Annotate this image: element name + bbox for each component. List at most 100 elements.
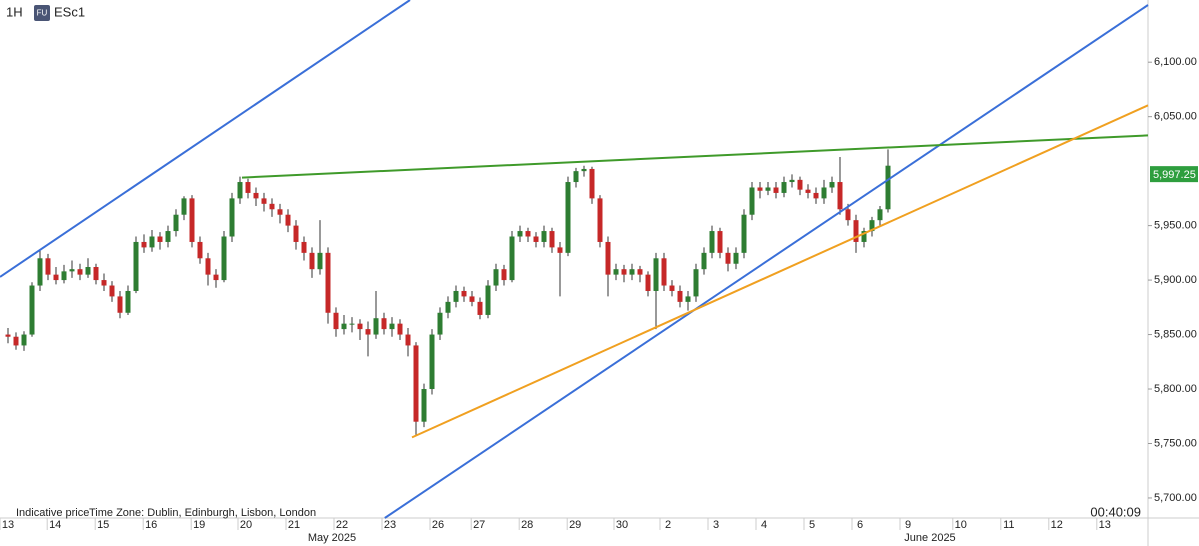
x-tick-label: 30 [616,519,628,531]
candle-body [373,318,379,335]
candle-body [493,269,499,286]
candle-body [349,323,355,325]
candle-body [453,290,459,302]
y-tick-label: 5,750.00 [1154,437,1197,449]
candle-body [533,236,539,242]
candle-body [837,182,843,210]
month-label: May 2025 [308,532,356,544]
y-tick-label: 5,800.00 [1154,383,1197,395]
x-tick-label: 6 [857,519,863,531]
candle-body [197,241,203,259]
y-tick-label: 5,700.00 [1154,492,1197,504]
candle-body [757,187,763,191]
candle-body [141,241,147,248]
candle-body [117,296,123,313]
candle-body [29,285,35,335]
candle-body [549,231,555,248]
candle-body [437,312,443,335]
candle-body [885,165,891,210]
x-tick-label: 15 [97,519,109,531]
candle-body [317,252,323,270]
badge-box [34,5,50,21]
candle-body [173,214,179,232]
timezone[interactable]: Time Zone: Dublin, Edinburgh, Lisbon, Lo… [89,507,316,519]
candle-body [253,192,259,199]
candle-body [797,179,803,190]
candle-body [5,334,11,337]
candle-body [517,231,523,237]
candle-body [845,209,851,221]
candle-body [557,247,563,253]
trendline [0,0,411,278]
candle-body [469,296,475,302]
candle-body [413,345,419,422]
x-tick-label: 13 [2,519,14,531]
candle-body [821,187,827,199]
y-tick-label: 5,900.00 [1154,274,1197,286]
x-tick-label: 23 [384,519,396,531]
candle-body [389,323,395,330]
candle-body [301,241,307,253]
trendline [411,104,1149,439]
candle-body [229,198,235,237]
x-tick-label: 21 [288,519,300,531]
month-label: June 2025 [904,532,955,544]
y-tick-label: 5,850.00 [1154,328,1197,340]
x-tick-label: 19 [193,519,205,531]
candle-body [205,258,211,275]
x-tick-label: 10 [955,519,967,531]
candle-body [477,301,483,315]
candle-body [325,252,331,313]
footer-note: Indicative price [16,507,89,519]
candle-body [725,252,731,264]
candle-body [421,389,427,422]
candle-body [773,187,779,193]
candle-body [613,269,619,275]
candle-body [661,258,667,286]
candle-body [333,312,339,330]
y-tick-label: 5,950.00 [1154,220,1197,232]
trendline [241,134,1149,179]
x-tick-label: 26 [432,519,444,531]
candle-body [397,323,403,335]
candle-body [13,336,19,346]
candle-body [93,267,99,281]
candle-body [461,290,467,297]
badge: FU [37,9,48,18]
candle-body [269,203,275,210]
candle-body [861,231,867,242]
candle-body [565,182,571,253]
candle-body [781,182,787,193]
candle-body [573,171,579,183]
candle-body [589,168,595,199]
x-tick-label: 12 [1051,519,1063,531]
candle-body [445,301,451,313]
candle-body [749,187,755,215]
trendline [384,4,1149,519]
y-tick-label: 6,100.00 [1154,56,1197,68]
candle-body [853,220,859,242]
x-tick-label: 11 [1003,519,1014,531]
candle-body [21,334,27,346]
candle-body [277,209,283,215]
symbol[interactable]: ESc1 [54,4,85,19]
candle-body [181,198,187,215]
y-tick-label: 6,050.00 [1154,111,1197,123]
candle-body [509,236,515,281]
plot [0,0,1149,519]
candle-body [741,214,747,253]
candle-body [605,241,611,275]
candle-body [45,258,51,275]
candle-body [165,231,171,242]
candle-body [813,192,819,199]
candle-body [85,267,91,275]
candle-body [709,231,715,253]
candle-body [381,318,387,330]
candle-body [485,285,491,315]
x-tick-label: 29 [569,519,581,531]
x-tick-label: 16 [145,519,157,531]
x-tick-label: 5 [809,519,815,531]
candle-body [701,252,707,270]
candle-body [653,258,659,291]
